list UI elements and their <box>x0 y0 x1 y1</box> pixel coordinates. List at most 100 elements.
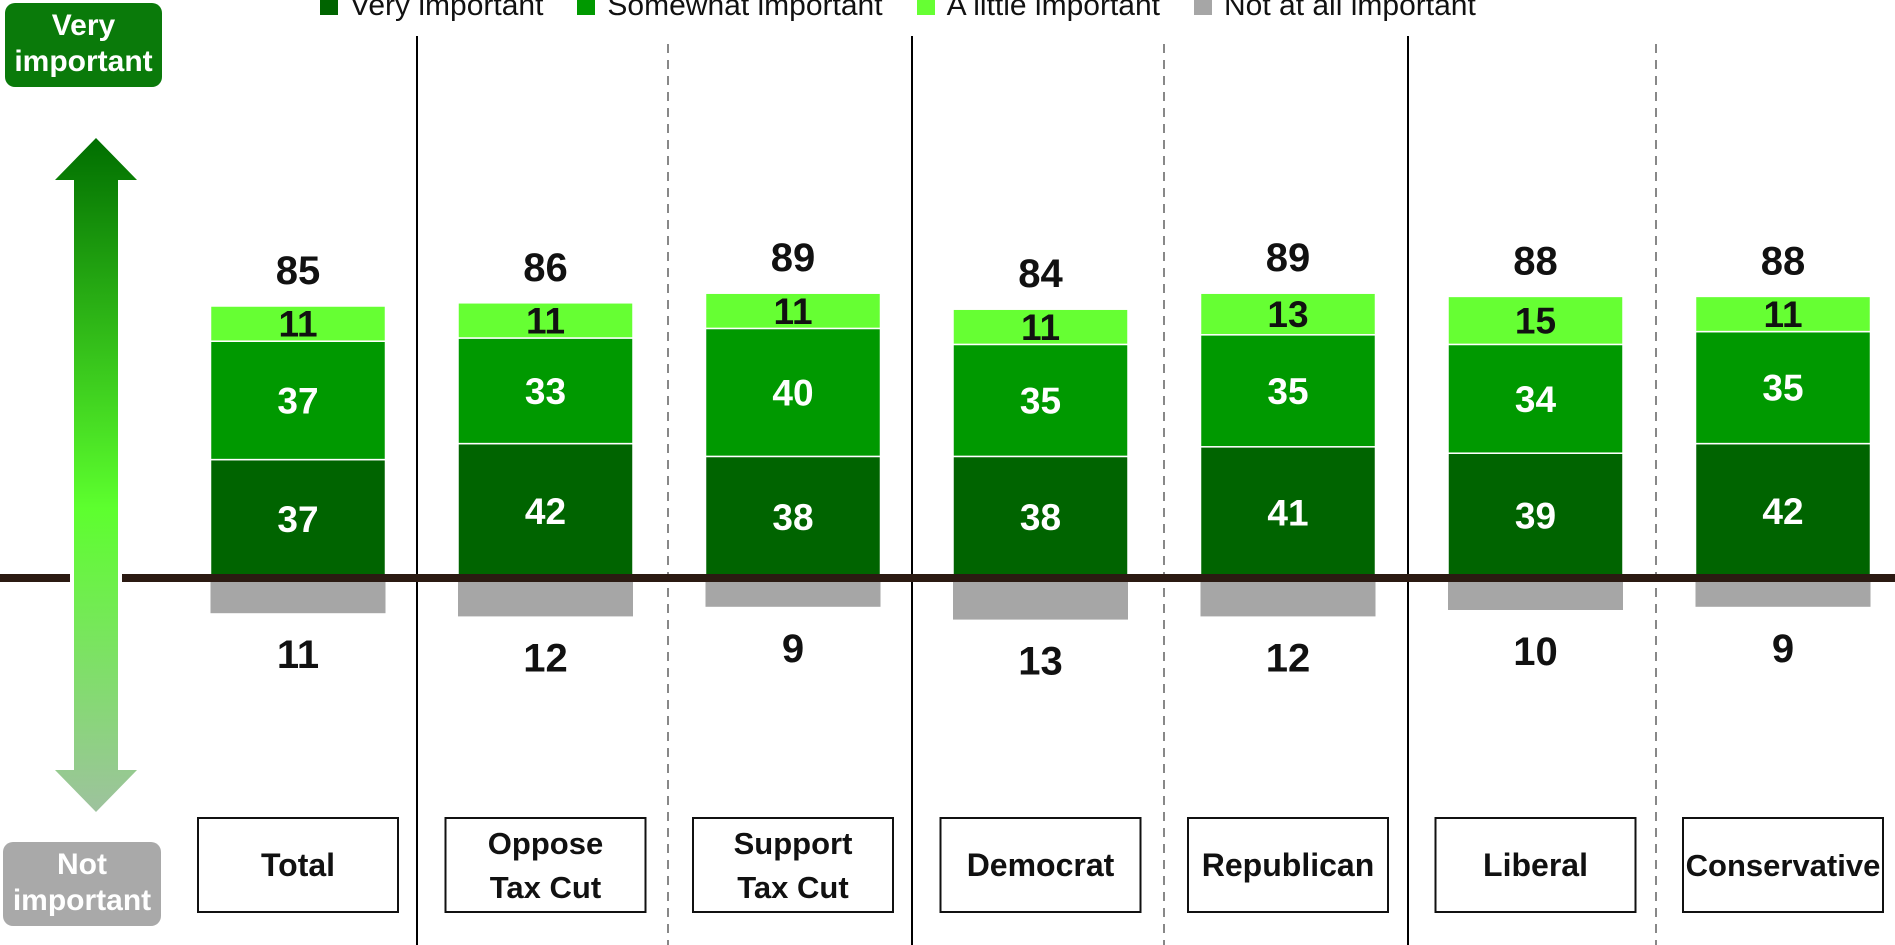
category-box-6 <box>1682 817 1884 913</box>
legend-label-not: Not at all important <box>1224 0 1476 22</box>
total-label-2: 89 <box>771 236 816 280</box>
very-important-badge: Very important <box>5 3 162 87</box>
category-label-2-line1: Tax Cut <box>737 870 848 905</box>
category-label-6: Conservative <box>1686 848 1881 883</box>
data-label-somewhat-2: 40 <box>772 372 813 413</box>
legend-item-somewhat: Somewhat important <box>577 0 883 23</box>
importance-arrow <box>55 138 137 812</box>
category-boxes: Total Oppose Tax Cut Support Tax Cut Democrat… <box>197 817 1884 913</box>
data-label-somewhat-0: 37 <box>277 380 318 421</box>
very-important-badge-line2: important <box>14 45 153 78</box>
data-label-very-4: 41 <box>1267 492 1308 533</box>
data-label-little-3: 11 <box>1021 307 1060 348</box>
data-label-little-6: 11 <box>1763 294 1802 335</box>
bar-very-4 <box>1199 446 1377 579</box>
category-box-0 <box>197 817 399 913</box>
legend-swatch-very <box>320 0 338 15</box>
bar-not-3 <box>953 578 1128 620</box>
not-label-4: 12 <box>1266 636 1311 680</box>
bar-little-3 <box>952 308 1129 346</box>
legend-label-somewhat: Somewhat important <box>607 0 883 22</box>
total-label-1: 86 <box>523 246 568 290</box>
data-label-somewhat-1: 33 <box>525 371 566 412</box>
not-important-badge: Not important <box>3 842 161 926</box>
category-box-3 <box>939 817 1142 913</box>
legend: Very important Somewhat important A litt… <box>320 0 1476 23</box>
bar-somewhat-4 <box>1199 334 1377 448</box>
not-important-badge-line2: important <box>12 884 152 917</box>
data-label-very-5: 39 <box>1515 496 1556 537</box>
legend-swatch-somewhat <box>577 0 596 15</box>
data-label-little-1: 11 <box>526 300 565 341</box>
legend-item-very: Very important <box>320 0 543 23</box>
category-box-5 <box>1434 817 1637 913</box>
category-label-2-line0: Support <box>734 826 853 861</box>
category-label-4: Republican <box>1202 847 1374 883</box>
data-label-very-2: 38 <box>772 497 813 538</box>
data-label-somewhat-3: 35 <box>1020 380 1061 421</box>
bar-somewhat-0 <box>209 340 387 461</box>
total-label-6: 88 <box>1761 239 1806 283</box>
bar-somewhat-3 <box>952 343 1129 458</box>
bar-not-0 <box>210 578 386 614</box>
legend-swatch-little <box>916 0 935 15</box>
category-label-3: Democrat <box>967 847 1115 883</box>
bar-little-4 <box>1199 292 1377 336</box>
data-label-little-5: 15 <box>1515 300 1556 341</box>
data-label-very-3: 38 <box>1020 497 1061 538</box>
not-label-2: 9 <box>782 627 804 671</box>
up-down-arrow-icon <box>55 138 137 812</box>
bar-very-6 <box>1694 442 1872 579</box>
bar-not-1 <box>458 578 633 617</box>
bar-very-2 <box>704 455 882 579</box>
bar-little-1 <box>457 302 634 339</box>
data-label-very-6: 42 <box>1762 491 1803 532</box>
bars-layer <box>209 292 1872 620</box>
bar-somewhat-2 <box>704 327 882 458</box>
bar-little-2 <box>704 292 882 330</box>
total-label-3: 84 <box>1018 252 1063 296</box>
not-important-badge-line1: Not <box>57 848 107 881</box>
bar-somewhat-5 <box>1447 343 1624 454</box>
category-label-1-line1: Tax Cut <box>490 870 601 905</box>
very-important-badge-line1: Very <box>51 9 116 42</box>
data-label-very-1: 42 <box>525 491 566 532</box>
legend-item-little: A little important <box>916 0 1160 23</box>
category-label-1-line0: Oppose <box>488 826 603 861</box>
labels-layer: 37 37 11 85 11 42 33 11 86 12 38 40 11 89 9 38 35 11 84 13 4… <box>276 236 1806 683</box>
not-label-5: 10 <box>1513 630 1558 674</box>
bar-not-4 <box>1200 578 1376 617</box>
category-label-0: Total <box>261 847 335 883</box>
total-label-4: 89 <box>1266 236 1311 280</box>
category-label-5: Liberal <box>1483 847 1588 883</box>
not-label-6: 9 <box>1772 627 1794 671</box>
data-label-little-2: 11 <box>773 291 812 332</box>
bar-not-5 <box>1448 578 1623 610</box>
bar-very-3 <box>952 455 1129 579</box>
data-label-somewhat-4: 35 <box>1267 371 1308 412</box>
bar-not-6 <box>1695 578 1871 607</box>
legend-label-little: A little important <box>946 0 1160 22</box>
data-label-little-4: 13 <box>1267 294 1308 335</box>
bar-very-1 <box>457 442 634 579</box>
legend-swatch-not <box>1194 0 1212 15</box>
data-label-very-0: 37 <box>277 499 318 540</box>
total-label-5: 88 <box>1513 239 1558 283</box>
bar-little-5 <box>1447 295 1624 346</box>
data-label-somewhat-5: 34 <box>1515 379 1557 420</box>
not-label-3: 13 <box>1018 640 1063 684</box>
category-box-2 <box>692 817 894 913</box>
legend-label-very: Very important <box>350 0 544 22</box>
legend-item-not: Not at all important <box>1194 0 1476 23</box>
group-dividers <box>416 36 1657 945</box>
data-label-little-0: 11 <box>278 304 317 345</box>
bar-not-2 <box>705 578 881 607</box>
data-label-somewhat-6: 35 <box>1762 368 1803 409</box>
bar-very-0 <box>209 458 387 579</box>
not-label-0: 11 <box>277 633 319 677</box>
bar-somewhat-1 <box>457 337 634 445</box>
not-label-1: 12 <box>523 636 568 680</box>
bar-somewhat-6 <box>1694 330 1872 445</box>
bar-very-5 <box>1447 452 1624 579</box>
